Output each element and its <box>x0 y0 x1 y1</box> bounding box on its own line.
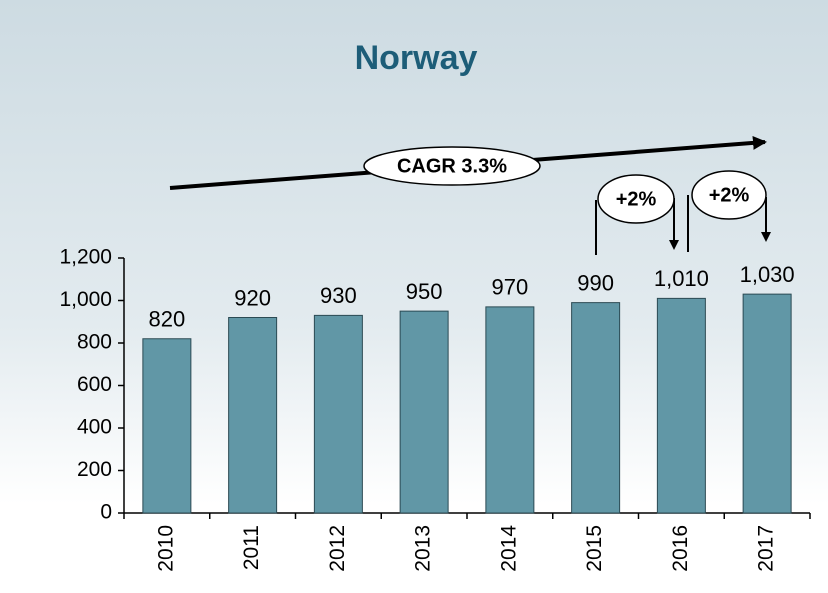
bar <box>399 310 449 514</box>
value-label: 950 <box>406 279 443 304</box>
growth-arrow <box>595 198 674 255</box>
value-label: 930 <box>320 283 357 308</box>
bar <box>742 293 792 514</box>
x-tick-label: 2014 <box>497 525 520 572</box>
y-tick-label: 200 <box>77 458 112 481</box>
annotation-bubble <box>691 170 767 220</box>
bar <box>313 314 363 514</box>
bar <box>571 302 621 514</box>
y-tick-label: 600 <box>77 373 112 396</box>
value-label: 1,010 <box>654 266 709 291</box>
x-tick-label: 2013 <box>412 525 435 572</box>
growth-arrow <box>687 195 766 252</box>
value-label: 970 <box>492 275 529 300</box>
y-tick-label: 0 <box>100 501 112 524</box>
x-tick-label: 2017 <box>755 525 778 572</box>
value-label: 1,030 <box>740 262 795 287</box>
x-tick-label: 2010 <box>154 525 177 572</box>
annotation: +2% <box>616 188 657 210</box>
annotation: +2% <box>709 184 750 206</box>
y-tick-label: 1,000 <box>59 288 112 311</box>
value-label: 820 <box>149 307 186 332</box>
x-tick-label: 2016 <box>669 525 692 572</box>
bar <box>656 297 706 514</box>
x-tick-label: 2015 <box>583 525 606 572</box>
annotation-bubble <box>597 174 675 224</box>
y-tick-label: 1,200 <box>59 246 112 269</box>
x-tick-label: 2011 <box>240 525 263 570</box>
bar <box>485 306 535 514</box>
chart-title: Norway <box>355 39 478 77</box>
y-tick-label: 400 <box>77 416 112 439</box>
value-label: 920 <box>234 285 271 310</box>
annotation: CAGR 3.3% <box>397 155 507 177</box>
bar <box>228 317 278 514</box>
x-tick-label: 2012 <box>326 525 349 572</box>
annotation-bubble <box>363 146 541 186</box>
value-label: 990 <box>577 270 614 295</box>
y-tick-label: 800 <box>77 331 112 354</box>
bar <box>142 338 192 514</box>
